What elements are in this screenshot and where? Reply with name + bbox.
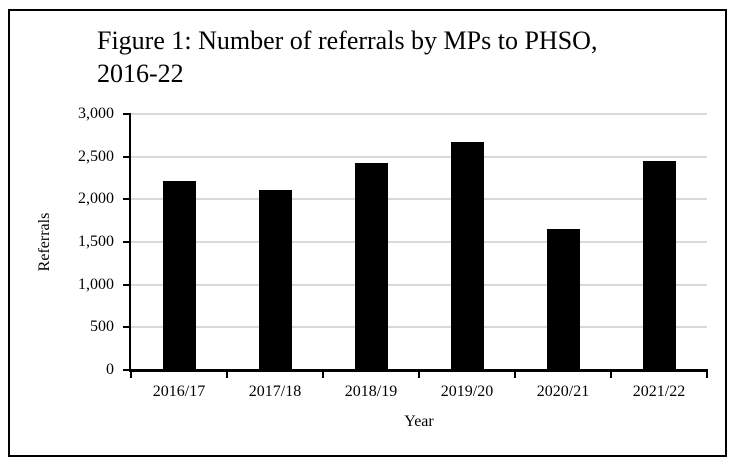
x-tick-label-2019/20: 2019/20 (440, 383, 494, 400)
x-tick-label-2017/18: 2017/18 (248, 383, 302, 400)
bar-2017/18 (258, 189, 292, 370)
y-tick-mark-2,500 (123, 155, 130, 158)
x-axis-line (129, 369, 708, 372)
x-tick-mark-6 (706, 371, 708, 378)
bar-2016/17 (162, 180, 196, 370)
x-tick-mark-5 (610, 371, 612, 378)
chart-title-line-2: 2016-22 (97, 59, 184, 88)
gridline-500 (131, 326, 707, 329)
bar-2018/19 (354, 162, 388, 370)
gridline-2,500 (131, 155, 707, 158)
y-tick-label-0: 0 (106, 361, 114, 378)
y-tick-mark-3,000 (123, 113, 130, 115)
bar-2020/21 (546, 229, 580, 370)
y-tick-label-2,500: 2,500 (78, 147, 114, 165)
y-tick-mark-2,000 (123, 198, 130, 201)
y-tick-mark-1,500 (123, 241, 130, 243)
x-tick-mark-4 (514, 371, 516, 378)
y-tick-label-3,000: 3,000 (78, 105, 114, 122)
y-tick-mark-0 (123, 369, 130, 371)
x-tick-label-2020/21: 2020/21 (536, 383, 590, 400)
x-axis-title: Year (404, 413, 434, 430)
x-tick-label-2016/17: 2016/17 (152, 383, 206, 400)
x-tick-label-2021/22: 2021/22 (632, 383, 686, 400)
x-tick-label-2018/19: 2018/19 (344, 383, 398, 400)
y-tick-mark-1,000 (123, 283, 130, 286)
y-tick-mark-500 (123, 326, 130, 329)
bar-2019/20 (450, 142, 484, 370)
y-tick-label-2,000: 2,000 (78, 190, 114, 208)
x-tick-mark-2 (322, 371, 324, 378)
y-tick-label-1,000: 1,000 (78, 275, 114, 293)
x-tick-mark-0 (130, 371, 132, 378)
chart-title: Figure 1: Number of referrals by MPs to … (97, 24, 597, 90)
y-axis-line (129, 113, 131, 372)
gridline-2,000 (131, 198, 707, 201)
y-tick-label-1,500: 1,500 (78, 233, 114, 250)
gridline-1,000 (131, 283, 707, 286)
bar-2021/22 (642, 160, 676, 370)
chart-title-line-1: Figure 1: Number of referrals by MPs to … (97, 26, 598, 55)
x-tick-mark-3 (418, 371, 420, 378)
plot-area (131, 113, 707, 370)
gridline-1,500 (131, 241, 707, 243)
figure-border (8, 9, 727, 457)
x-tick-mark-1 (226, 371, 228, 378)
gridline-3,000 (131, 113, 707, 115)
y-tick-label-500: 500 (90, 318, 114, 336)
